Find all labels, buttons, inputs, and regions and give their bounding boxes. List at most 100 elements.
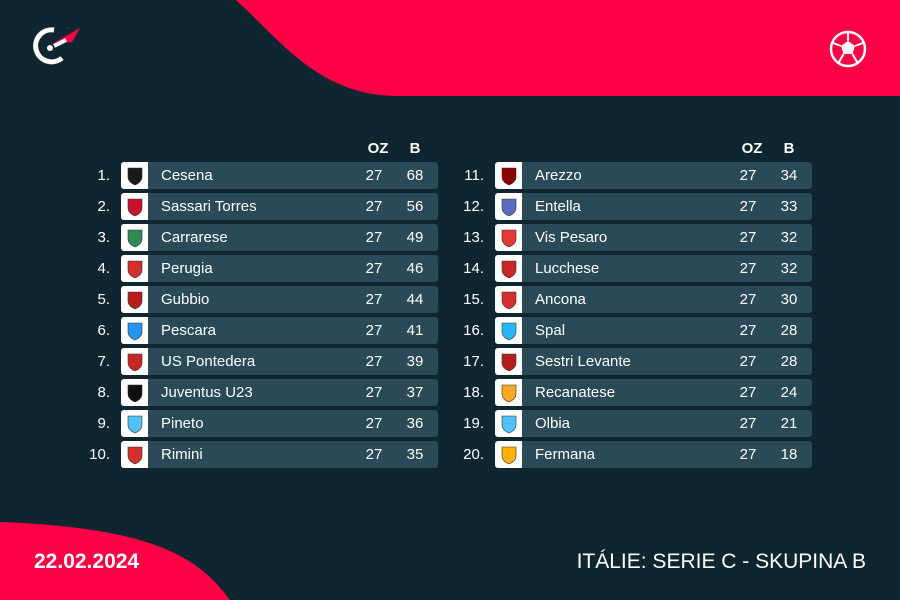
row-bar: Lucchese 27 32 [495,255,812,282]
team-crest-icon [495,255,522,282]
points: 39 [406,353,424,370]
points: 34 [780,167,798,184]
row-bar: Perugia 27 46 [121,255,438,282]
team-name: Arezzo [535,167,582,184]
matches-played: 27 [365,384,383,401]
matches-played: 27 [365,260,383,277]
matches-played: 27 [739,229,757,246]
row-bar: Pineto 27 36 [121,410,438,437]
table-row[interactable]: 19. Olbia 27 21 [462,410,812,437]
rank: 3. [97,229,110,246]
row-bar: Ancona 27 30 [495,286,812,313]
team-crest-icon [121,348,148,375]
table-row[interactable]: 10. Rimini 27 35 [88,441,438,468]
team-crest-icon [495,441,522,468]
team-crest-icon [121,317,148,344]
points-column-header: B [409,140,421,157]
table-row[interactable]: 2. Sassari Torres 27 56 [88,193,438,220]
points: 21 [780,415,798,432]
points: 24 [780,384,798,401]
table-row[interactable]: 7. US Pontedera 27 39 [88,348,438,375]
team-name: Pescara [161,322,217,339]
matches-played: 27 [739,446,757,463]
rank: 15. [463,291,484,308]
table-row[interactable]: 12. Entella 27 33 [462,193,812,220]
team-name: Olbia [535,415,571,432]
flashscore-logo-icon [28,24,80,68]
points: 28 [780,353,798,370]
row-bar: Gubbio 27 44 [121,286,438,313]
matches-played: 27 [365,198,383,215]
rank: 7. [97,353,110,370]
table-row[interactable]: 4. Perugia 27 46 [88,255,438,282]
matches-played: 27 [739,198,757,215]
table-row[interactable]: 6. Pescara 27 41 [88,317,438,344]
table-row[interactable]: 9. Pineto 27 36 [88,410,438,437]
table-row[interactable]: 16. Spal 27 28 [462,317,812,344]
rank: 18. [463,384,484,401]
team-name: Vis Pesaro [535,229,608,246]
matches-played: 27 [365,291,383,308]
table-row[interactable]: 18. Recanatese 27 24 [462,379,812,406]
points: 44 [406,291,424,308]
team-crest-icon [495,286,522,313]
team-crest-icon [495,193,522,220]
points: 37 [406,384,424,401]
team-crest-icon [121,379,148,406]
rank: 10. [89,446,110,463]
team-crest-icon [495,410,522,437]
row-bar: Recanatese 27 24 [495,379,812,406]
team-crest-icon [121,410,148,437]
row-bar: Sassari Torres 27 56 [121,193,438,220]
team-crest-icon [495,162,522,189]
team-name: Lucchese [535,260,600,277]
row-bar: Pescara 27 41 [121,317,438,344]
points: 68 [406,167,424,184]
points: 56 [406,198,424,215]
rank: 12. [463,198,484,215]
row-bar: Carrarese 27 49 [121,224,438,251]
table-row[interactable]: 5. Gubbio 27 44 [88,286,438,313]
matches-played: 27 [739,384,757,401]
team-name: Entella [535,198,581,215]
team-name: Sestri Levante [535,353,631,370]
team-name: Rimini [161,446,203,463]
table-row[interactable]: 1. Cesena 27 68 [88,162,438,189]
points: 30 [780,291,798,308]
table-row[interactable]: 13. Vis Pesaro 27 32 [462,224,812,251]
table-row[interactable]: 15. Ancona 27 30 [462,286,812,313]
matches-played: 27 [739,260,757,277]
rank: 6. [97,322,110,339]
team-name: Carrarese [161,229,228,246]
team-crest-icon [495,379,522,406]
table-row[interactable]: 17. Sestri Levante 27 28 [462,348,812,375]
soccer-ball-icon [829,30,867,68]
team-crest-icon [121,286,148,313]
rank: 14. [463,260,484,277]
table-row[interactable]: 14. Lucchese 27 32 [462,255,812,282]
row-bar: Rimini 27 35 [121,441,438,468]
matches-played: 27 [365,322,383,339]
team-crest-icon [121,193,148,220]
table-header: OZ B [88,136,438,162]
points: 35 [406,446,424,463]
team-crest-icon [121,224,148,251]
row-bar: Olbia 27 21 [495,410,812,437]
rank: 13. [463,229,484,246]
table-row[interactable]: 20. Fermana 27 18 [462,441,812,468]
date-label: 22.02.2024 [34,550,140,573]
matches-played: 27 [739,415,757,432]
team-crest-icon [495,317,522,344]
matches-played: 27 [365,353,383,370]
team-crest-icon [121,162,148,189]
table-row[interactable]: 3. Carrarese 27 49 [88,224,438,251]
table-row[interactable]: 8. Juventus U23 27 37 [88,379,438,406]
team-name: Fermana [535,446,596,463]
team-crest-icon [495,348,522,375]
standings-rows: 1. Cesena 27 68 2. Sassari Torres 27 56 3. Carrar… [88,162,438,468]
matches-played: 27 [739,291,757,308]
table-row[interactable]: 11. Arezzo 27 34 [462,162,812,189]
row-bar: Arezzo 27 34 [495,162,812,189]
points: 32 [780,260,798,277]
team-name: US Pontedera [161,353,256,370]
